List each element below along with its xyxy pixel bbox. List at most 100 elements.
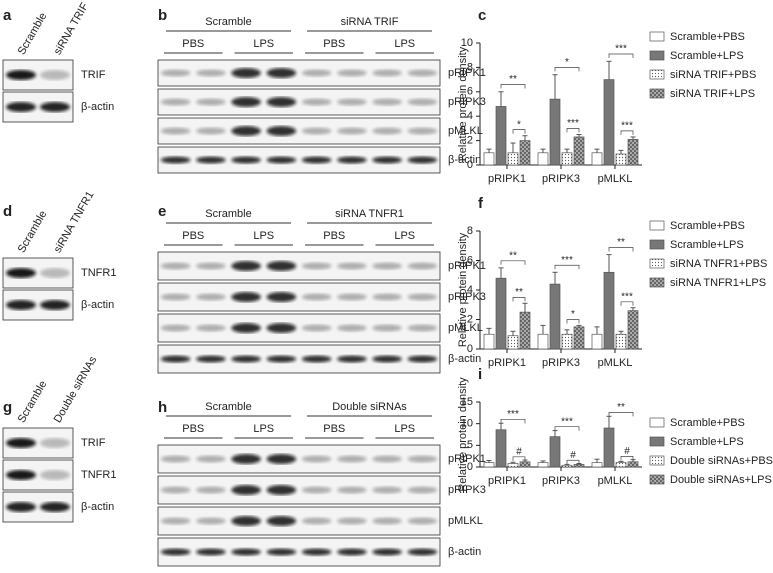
bar bbox=[519, 461, 531, 468]
band bbox=[231, 516, 261, 526]
y-tick-label: 6 bbox=[467, 86, 473, 98]
treatment-label: LPS bbox=[253, 38, 274, 50]
bar bbox=[507, 463, 519, 468]
row-label: pMLKL bbox=[448, 322, 483, 334]
bar bbox=[483, 462, 495, 468]
legend-label: Scramble+LPS bbox=[670, 436, 744, 448]
band bbox=[6, 102, 36, 112]
bar bbox=[495, 277, 507, 350]
panel-letter: b bbox=[158, 7, 167, 24]
bar bbox=[615, 333, 627, 350]
band bbox=[372, 69, 402, 77]
legend-label: siRNA TRIF+LPS bbox=[670, 88, 755, 100]
bar bbox=[549, 436, 561, 468]
band bbox=[6, 300, 36, 310]
significance-label: * bbox=[565, 57, 569, 68]
row-label: β-actin bbox=[448, 154, 481, 166]
band bbox=[301, 548, 332, 556]
band bbox=[407, 127, 438, 135]
band bbox=[372, 548, 402, 556]
legend-swatch bbox=[649, 436, 665, 447]
band bbox=[196, 455, 226, 463]
band bbox=[407, 156, 438, 164]
band bbox=[407, 486, 438, 494]
y-tick-label: 8 bbox=[467, 225, 473, 237]
error-bar bbox=[498, 267, 504, 279]
error-bar bbox=[540, 148, 546, 153]
legend-swatch bbox=[649, 69, 665, 80]
band bbox=[40, 300, 70, 310]
band bbox=[196, 293, 226, 301]
error-bar bbox=[618, 149, 624, 155]
bar bbox=[519, 140, 531, 166]
band bbox=[301, 69, 332, 77]
error-bar bbox=[522, 135, 528, 141]
band bbox=[372, 324, 402, 332]
bar bbox=[561, 464, 573, 468]
error-bar bbox=[576, 134, 582, 137]
band bbox=[231, 261, 261, 271]
significance-bracket bbox=[608, 53, 634, 58]
legend-label: siRNA TNFR1+LPS bbox=[670, 277, 766, 289]
group-label: siRNA TNFR1 bbox=[335, 208, 404, 220]
band bbox=[266, 323, 297, 333]
significance-bracket bbox=[608, 247, 634, 252]
band bbox=[301, 517, 332, 525]
treatment-label: PBS bbox=[182, 423, 204, 435]
x-tick-label: pRIPK1 bbox=[488, 357, 526, 369]
band bbox=[40, 470, 70, 480]
band bbox=[160, 262, 191, 270]
legend-label: Scramble+PBS bbox=[670, 417, 745, 429]
significance-bracket bbox=[512, 297, 526, 302]
row-label: pRIPK1 bbox=[448, 67, 486, 79]
treatment-label: LPS bbox=[394, 230, 415, 242]
significance-bracket bbox=[554, 67, 580, 72]
band bbox=[196, 355, 226, 363]
y-tick-label: 5 bbox=[467, 439, 473, 451]
x-tick-label: pMLKL bbox=[598, 173, 633, 185]
band bbox=[160, 517, 191, 525]
significance-label: # bbox=[570, 450, 576, 461]
bar bbox=[615, 462, 627, 468]
band bbox=[196, 486, 226, 494]
band bbox=[337, 156, 367, 164]
band bbox=[231, 355, 261, 363]
band bbox=[231, 292, 261, 302]
error-bar bbox=[552, 74, 558, 100]
band bbox=[407, 517, 438, 525]
bar bbox=[537, 462, 549, 468]
y-tick-label: 15 bbox=[461, 396, 473, 408]
legend-label: Scramble+PBS bbox=[670, 31, 745, 43]
band bbox=[372, 486, 402, 494]
band bbox=[40, 268, 70, 278]
band bbox=[301, 262, 332, 270]
panel-letter: i bbox=[478, 366, 482, 383]
band bbox=[231, 156, 261, 164]
band bbox=[337, 127, 367, 135]
panel-letter: h bbox=[158, 399, 167, 416]
row-label: TNFR1 bbox=[81, 267, 116, 279]
band bbox=[160, 127, 191, 135]
bar bbox=[519, 311, 531, 350]
band bbox=[266, 261, 297, 271]
bar bbox=[573, 136, 585, 166]
band bbox=[266, 126, 297, 136]
bar bbox=[627, 461, 639, 468]
bar bbox=[591, 462, 603, 468]
y-axis-label: Relative protein density bbox=[457, 46, 469, 161]
band bbox=[301, 98, 332, 106]
significance-bracket bbox=[620, 301, 634, 306]
band bbox=[337, 486, 367, 494]
band bbox=[196, 98, 226, 106]
x-tick-label: pRIPK1 bbox=[488, 173, 526, 185]
y-axis-label: Relative protein density bbox=[457, 377, 469, 492]
band bbox=[301, 324, 332, 332]
band bbox=[337, 262, 367, 270]
error-bar bbox=[510, 461, 516, 464]
error-bar bbox=[594, 458, 600, 463]
error-bar bbox=[630, 307, 636, 311]
bar bbox=[483, 152, 495, 166]
lane-label: Scramble bbox=[16, 379, 50, 425]
error-bar bbox=[540, 324, 546, 335]
x-tick-label: pRIPK3 bbox=[542, 173, 580, 185]
